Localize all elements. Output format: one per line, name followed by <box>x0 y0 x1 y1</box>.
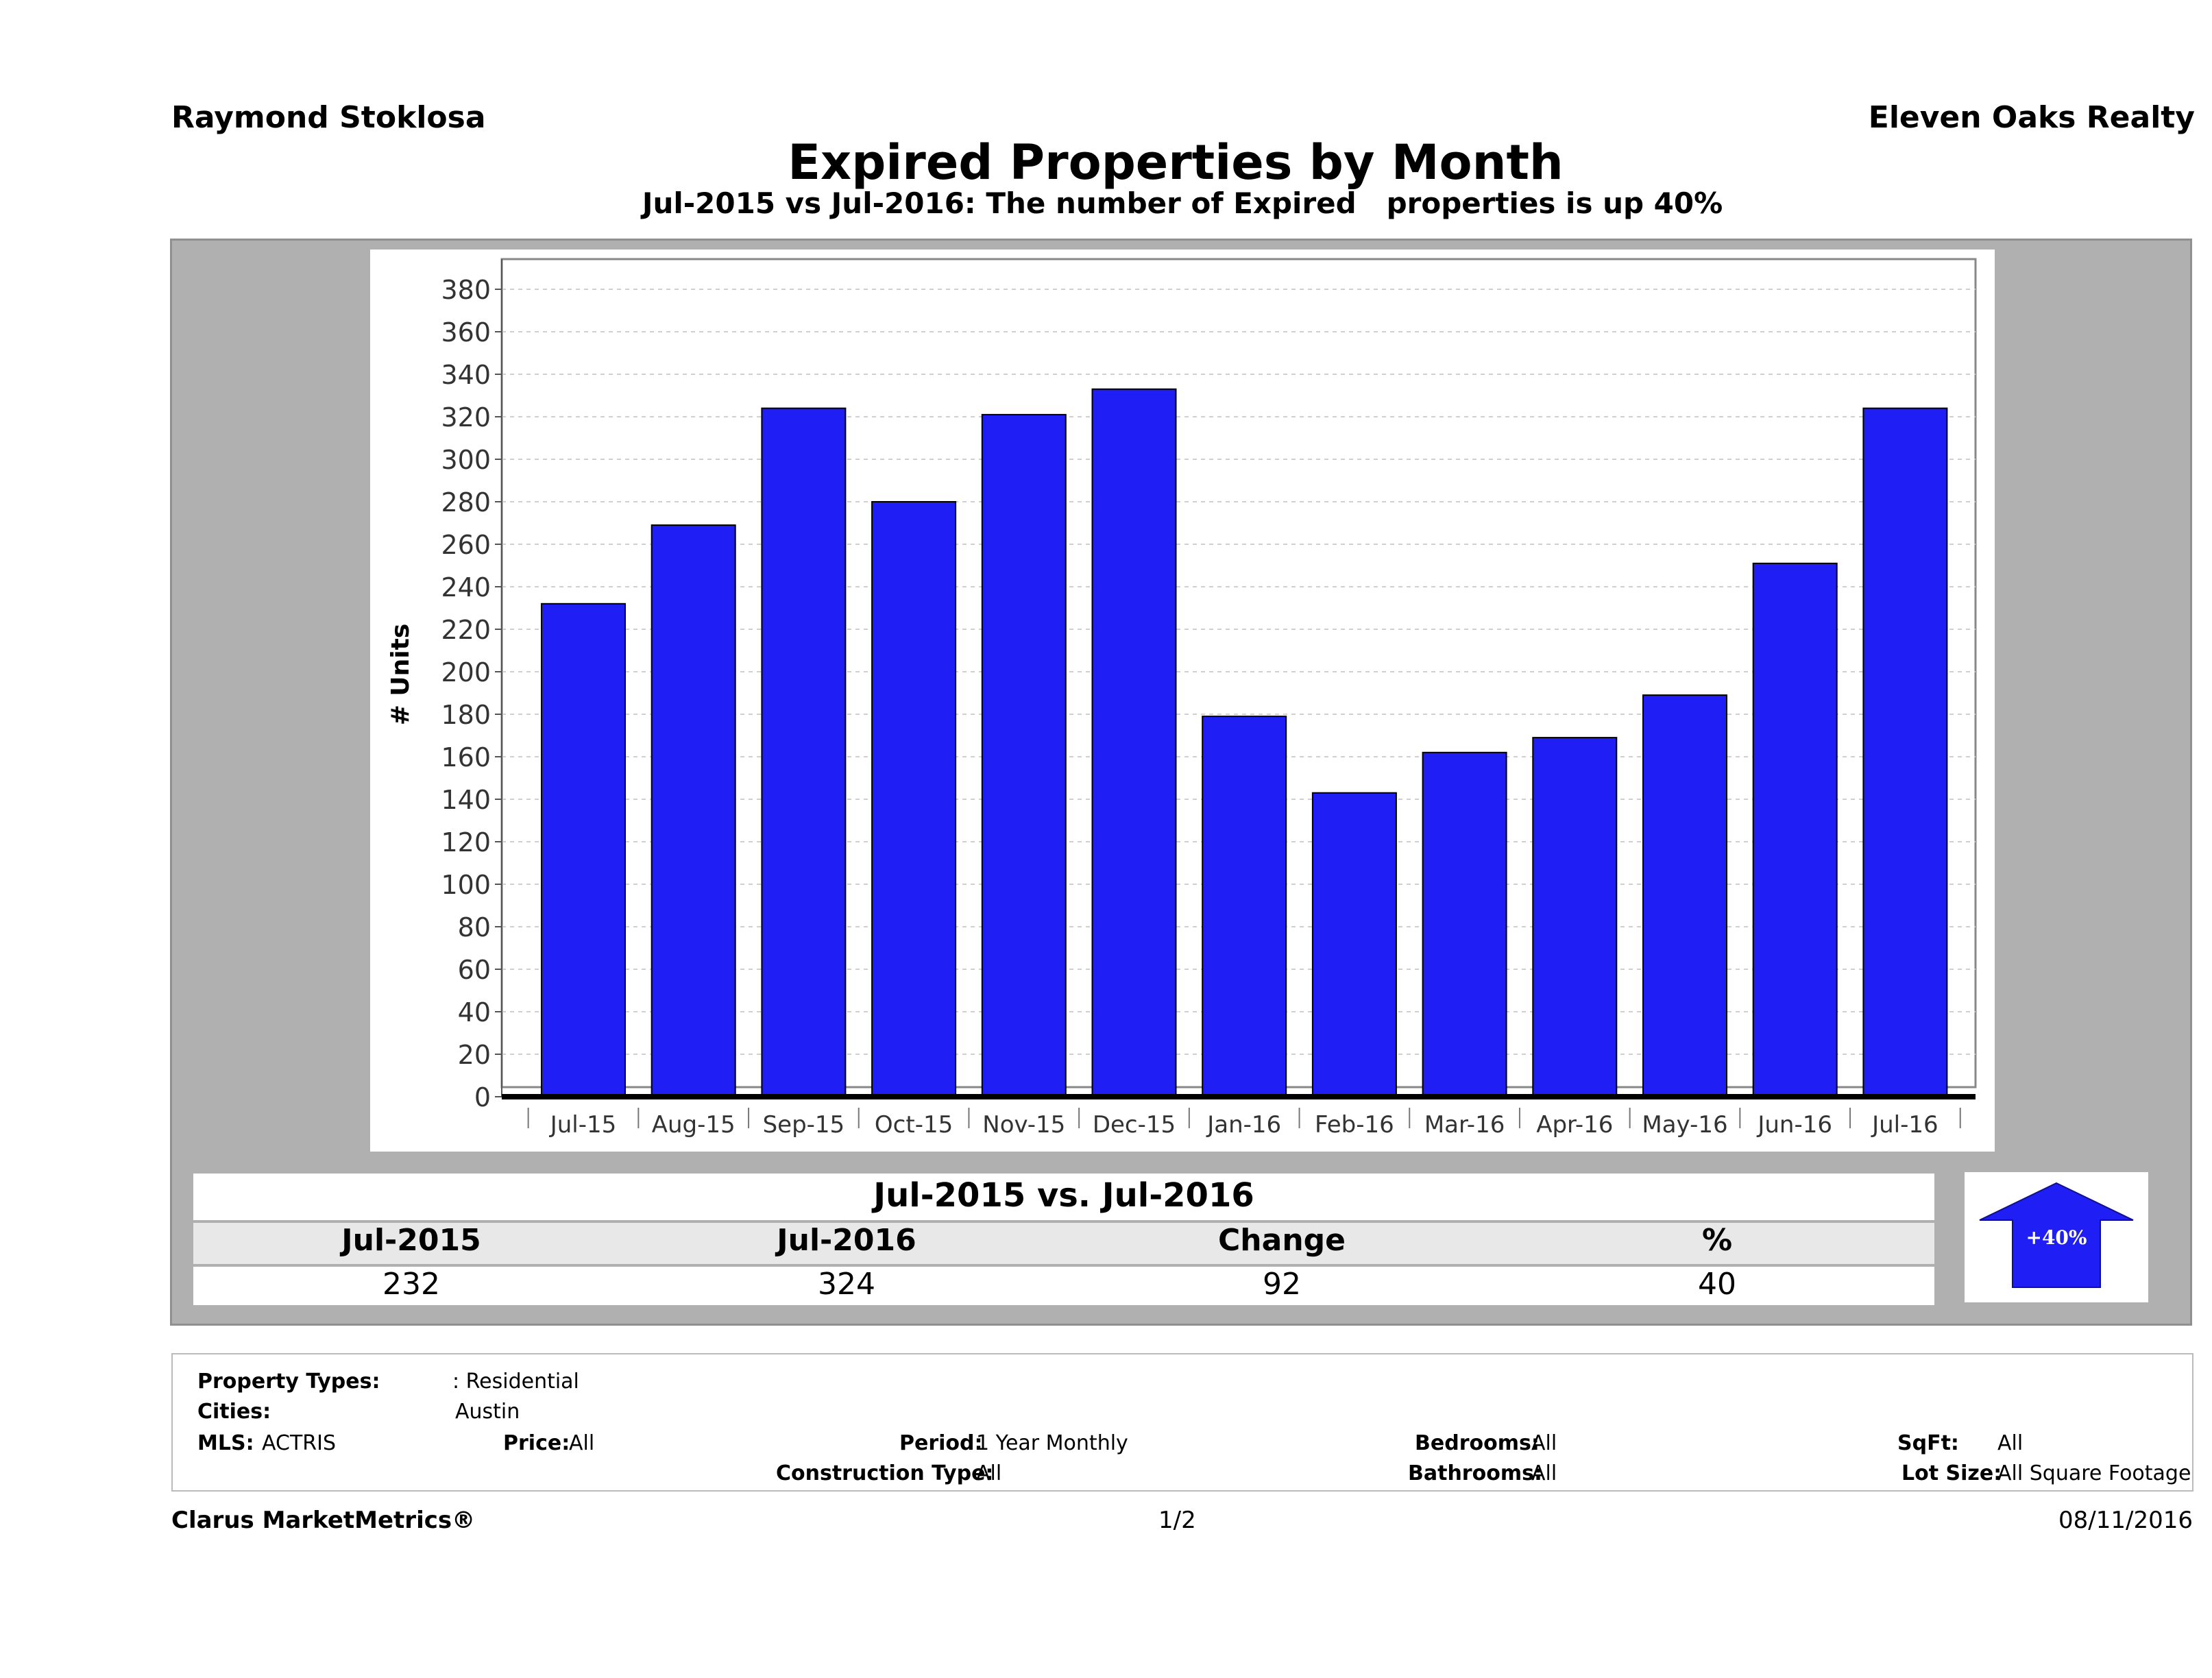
bar <box>761 407 847 1098</box>
summary-header-jul2016: Jul-2016 <box>777 1223 916 1258</box>
bar <box>1752 562 1838 1097</box>
summary-header-row <box>193 1223 1934 1264</box>
y-tick-label: 340 <box>441 360 491 390</box>
y-tick-label: 140 <box>441 785 491 815</box>
bathrooms-label: Bathrooms: <box>1408 1461 1542 1485</box>
y-axis-label: # Units <box>387 624 415 726</box>
y-tick-label: 260 <box>441 530 491 560</box>
company-name: Eleven Oaks Realty <box>1868 100 2195 135</box>
property-types-label: Property Types: <box>197 1370 380 1394</box>
y-tick-label: 60 <box>458 955 491 985</box>
x-tick-label: May-16 <box>1642 1111 1727 1139</box>
bar <box>1202 716 1287 1097</box>
bedrooms-value: All <box>1531 1431 1557 1455</box>
x-axis-ticks: Jul-15 Aug-15 Sep-15 Oct-15 Nov-15 Dec-15 Jan-… <box>527 1108 1961 1139</box>
y-tick-label: 120 <box>441 827 491 858</box>
summary-header-change: Change <box>1218 1223 1346 1258</box>
summary-header-jul2015: Jul-2015 <box>341 1223 481 1258</box>
x-tick-label: Nov-15 <box>982 1111 1065 1139</box>
construction-type-label: Construction Type: <box>776 1461 994 1485</box>
y-tick-label: 200 <box>441 657 491 688</box>
agent-name: Raymond Stoklosa <box>171 100 486 135</box>
bar <box>871 501 957 1097</box>
y-tick-label: 0 <box>474 1082 491 1112</box>
cities-value: Austin <box>455 1400 520 1424</box>
arrow-shape <box>1979 1182 2134 1288</box>
period-value: 1 Year Monthly <box>976 1431 1128 1455</box>
y-tick-label: 300 <box>441 445 491 475</box>
property-types-value: : Residential <box>452 1370 579 1394</box>
summary-header-percent: % <box>1701 1223 1733 1258</box>
y-axis-ticks: 0 20 40 60 80 100 120 140 160 180 200 220 240 260 280 3… <box>441 259 502 1112</box>
x-tick-label: Jul-16 <box>1871 1111 1938 1139</box>
y-tick-label: 40 <box>458 997 491 1028</box>
bar <box>541 603 626 1097</box>
bedrooms-label: Bedrooms: <box>1415 1431 1540 1455</box>
bar <box>1532 737 1618 1097</box>
y-tick-label: 160 <box>441 742 491 773</box>
sqft-value: All <box>1997 1431 2023 1455</box>
report-title: Expired Properties by Month <box>788 134 1564 191</box>
footer-page-number: 1/2 <box>1158 1507 1196 1534</box>
x-tick-label: Feb-16 <box>1315 1111 1394 1139</box>
y-tick-label: 220 <box>441 615 491 645</box>
construction-type-value: All <box>976 1461 1002 1485</box>
summary-value-percent: 40 <box>1698 1267 1736 1302</box>
footer-brand: Clarus MarketMetrics® <box>171 1507 476 1534</box>
y-tick-label: 20 <box>458 1040 491 1070</box>
gridlines <box>502 289 1976 1055</box>
bar <box>981 413 1067 1097</box>
cities-label: Cities: <box>197 1400 271 1424</box>
y-tick-label: 180 <box>441 700 491 730</box>
y-tick-label: 240 <box>441 572 491 603</box>
x-tick-label: Mar-16 <box>1424 1111 1505 1139</box>
x-tick-label: Jan-16 <box>1206 1111 1281 1139</box>
arrow-label: +40% <box>2026 1226 2087 1249</box>
up-arrow-icon: +40% <box>1979 1182 2134 1288</box>
x-tick-label: Dec-15 <box>1093 1111 1176 1139</box>
x-tick-label: Jun-16 <box>1756 1111 1832 1139</box>
summary-value-jul2015: 232 <box>382 1267 440 1302</box>
summary-value-jul2016: 324 <box>818 1267 875 1302</box>
bar <box>1422 751 1507 1097</box>
price-label: Price: <box>503 1431 570 1455</box>
price-value: All <box>569 1431 595 1455</box>
x-tick-label: Apr-16 <box>1536 1111 1613 1139</box>
mls-value: ACTRIS <box>262 1431 337 1455</box>
y-tick-label: 320 <box>441 402 491 433</box>
trend-arrow-box: +40% <box>1965 1172 2148 1302</box>
x-tick-label: Oct-15 <box>875 1111 953 1139</box>
y-tick-label: 80 <box>458 912 491 943</box>
report-subtitle: Jul-2015 vs Jul-2016: The number of Expi… <box>642 186 1723 220</box>
bar <box>1862 407 1948 1098</box>
summary-value-change: 92 <box>1263 1267 1301 1302</box>
filters-panel: Property Types: : Residential Cities: Au… <box>171 1353 2193 1492</box>
bar <box>1642 694 1727 1097</box>
footer-date: 08/11/2016 <box>2058 1507 2193 1534</box>
period-label: Period: <box>899 1431 983 1455</box>
summary-value-row <box>193 1267 1934 1305</box>
lot-size-value: All Square Footage <box>1997 1461 2191 1485</box>
x-tick-label: Jul-15 <box>549 1111 617 1139</box>
bar <box>1311 792 1397 1097</box>
bar-chart: 0 20 40 60 80 100 120 140 160 180 200 220 240 260 280 3… <box>370 250 1995 1152</box>
summary-title-bar <box>193 1174 1934 1220</box>
summary-title: Jul-2015 vs. Jul-2016 <box>873 1176 1254 1215</box>
y-tick-label: 100 <box>441 870 491 900</box>
bar <box>651 524 736 1098</box>
mls-label: MLS: <box>197 1431 254 1455</box>
y-tick-label: 280 <box>441 487 491 518</box>
x-tick-label: Aug-15 <box>652 1111 736 1139</box>
bathrooms-value: All <box>1531 1461 1557 1485</box>
bar <box>1091 388 1177 1098</box>
y-tick-label: 380 <box>441 275 491 305</box>
x-tick-label: Sep-15 <box>763 1111 845 1139</box>
lot-size-label: Lot Size: <box>1901 1461 2002 1485</box>
y-tick-label: 360 <box>441 317 491 348</box>
sqft-label: SqFt: <box>1897 1431 1959 1455</box>
